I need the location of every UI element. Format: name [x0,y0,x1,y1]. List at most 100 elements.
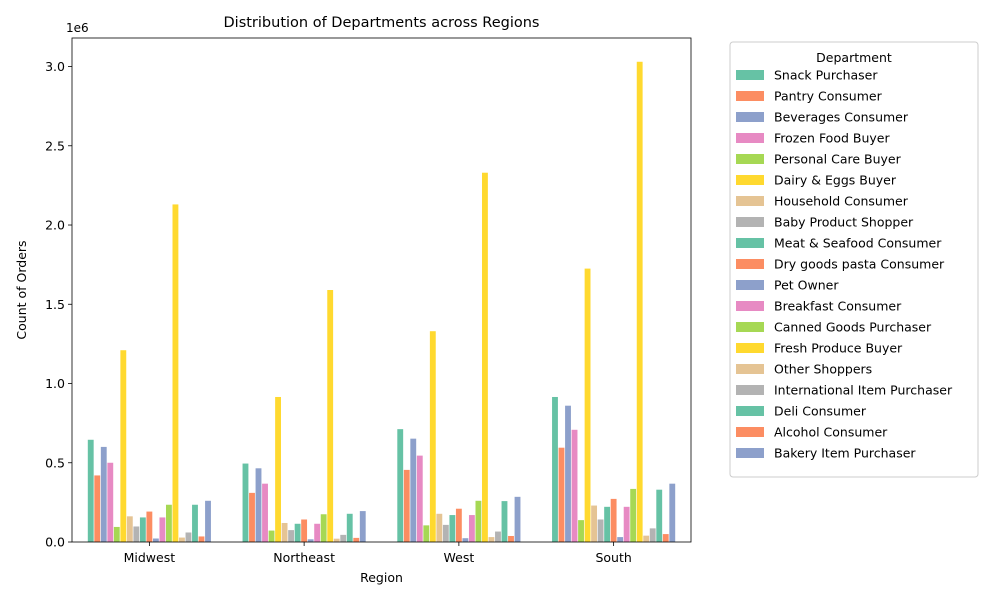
bar [262,483,268,542]
legend-title: Department [816,50,892,65]
bar [288,530,295,542]
y-axis-ticks: 0.0 0.5 1.0 1.5 2.0 2.5 3.0 [45,59,72,550]
y-axis-label: Count of Orders [14,240,29,339]
legend-swatch [736,301,764,311]
legend-label: Snack Purchaser [774,68,878,83]
y-tick-label: 1.5 [45,297,65,312]
bar [403,469,410,542]
bar [126,516,133,542]
bar [353,537,360,542]
bar [192,504,198,542]
bar [107,462,114,542]
legend-swatch [736,280,764,290]
bar [552,396,558,542]
legend-swatch [736,364,764,374]
bar [185,532,192,542]
x-tick-label: West [444,550,475,565]
legend-swatch [736,427,764,437]
bar [423,525,430,542]
legend-swatch [736,238,764,248]
bar [152,538,159,542]
bar [643,535,650,542]
legend-label: Dairy & Eggs Buyer [774,173,897,188]
legend-swatch [736,259,764,269]
x-axis-ticks: Midwest Northeast West South [124,542,632,565]
legend: Department Snack Purchaser Pantry Consume… [729,41,979,478]
bar [410,438,417,542]
bar [514,496,521,542]
legend-swatch [736,385,764,395]
bar [584,268,591,542]
legend-swatch [736,91,764,101]
bar [333,538,340,542]
legend-items: Snack Purchaser Pantry Consumer Beverages … [736,68,953,461]
bar [604,506,611,542]
bar [429,331,436,542]
bar [468,515,475,542]
legend-swatch [736,406,764,416]
bar [172,204,179,543]
bar [327,290,334,542]
bar [242,463,249,542]
bar [488,537,495,542]
bar [268,530,275,542]
bar [281,522,288,542]
bar [275,396,281,542]
bar [442,524,449,542]
legend-swatch [736,70,764,80]
legend-label: Baby Product Shopper [774,215,914,230]
bar [146,511,153,542]
bar [416,455,423,542]
y-tick-label: 1.0 [45,376,65,391]
bar [340,534,347,542]
legend-label: Beverages Consumer [774,110,909,125]
bar [656,489,663,542]
bar [508,535,514,542]
bar [139,517,146,542]
plot-frame [71,37,692,543]
bar [495,531,501,542]
y-tick-label: 0.0 [45,535,65,550]
bar [255,468,262,542]
bar [571,429,578,542]
bar [346,513,353,542]
legend-swatch [736,112,764,122]
bar [100,446,107,542]
bar [591,505,598,542]
x-tick-label: Northeast [273,550,335,565]
bar [449,515,456,542]
bar [623,506,630,542]
bar [630,488,637,542]
legend-label: Bakery Item Purchaser [774,446,916,461]
bar [249,492,255,542]
legend-swatch [736,448,764,458]
legend-box [729,41,979,478]
bar [133,526,140,542]
bar [179,537,185,542]
bars-group [87,61,676,543]
y-tick-label: 2.5 [45,138,65,153]
bar [120,350,127,542]
x-tick-label: South [595,550,631,565]
bar [597,519,604,542]
y-tick-label: 3.0 [45,59,65,74]
x-tick-label: Midwest [124,550,176,565]
bar [94,475,101,542]
legend-swatch [736,217,764,227]
bar [662,534,669,542]
bar [636,61,643,543]
legend-swatch [736,343,764,353]
legend-label: Household Consumer [774,194,909,209]
bar [649,528,656,542]
legend-label: Frozen Food Buyer [774,131,890,146]
bar [462,538,469,542]
bar [314,523,321,542]
chart-title: Distribution of Departments across Regio… [224,15,540,31]
bar [307,539,314,542]
legend-label: Breakfast Consumer [774,299,902,314]
legend-label: Deli Consumer [774,404,867,419]
bar [610,498,617,542]
legend-label: Canned Goods Purchaser [774,320,932,335]
legend-label: Meat & Seafood Consumer [774,236,942,251]
bar [159,517,166,542]
